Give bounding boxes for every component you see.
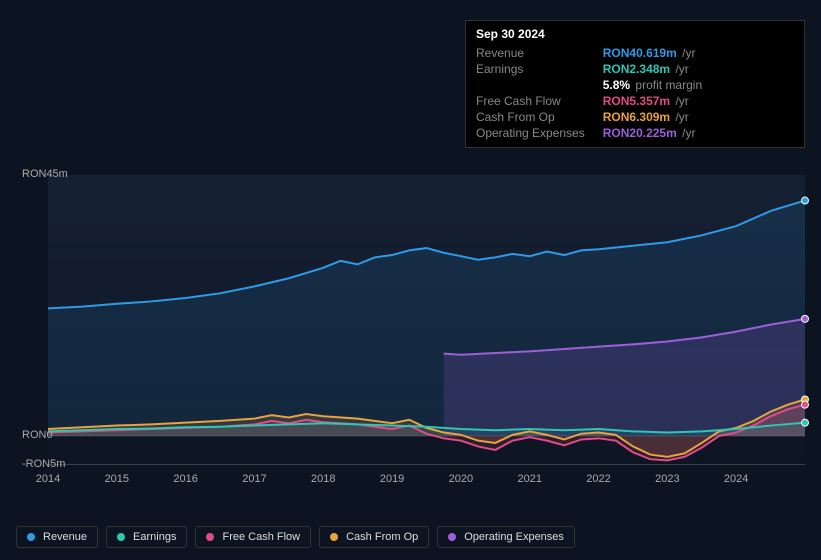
y-tick-label: RON45m xyxy=(22,168,68,180)
tooltip-row-label: Free Cash Flow xyxy=(476,93,603,109)
legend-swatch xyxy=(448,533,456,541)
tooltip-row-label xyxy=(476,77,603,93)
tooltip-table: RevenueRON40.619m /yrEarningsRON2.348m /… xyxy=(476,45,702,141)
tooltip-row-value: RON5.357m /yr xyxy=(603,93,702,109)
x-tick-label: 2014 xyxy=(33,473,63,485)
tooltip-row: Cash From OpRON6.309m /yr xyxy=(476,109,702,125)
tooltip-row-label: Earnings xyxy=(476,61,603,77)
x-tick-label: 2016 xyxy=(171,473,201,485)
x-tick-label: 2017 xyxy=(239,473,269,485)
tooltip-row: RevenueRON40.619m /yr xyxy=(476,45,702,61)
legend-swatch xyxy=(117,533,125,541)
x-tick-label: 2021 xyxy=(515,473,545,485)
series-end-dot xyxy=(802,315,809,322)
x-tick-label: 2020 xyxy=(446,473,476,485)
tooltip-row-value: 5.8% profit margin xyxy=(603,77,702,93)
tooltip-row-label: Operating Expenses xyxy=(476,125,603,141)
x-tick-label: 2015 xyxy=(102,473,132,485)
x-tick-label: 2024 xyxy=(721,473,751,485)
data-tooltip: Sep 30 2024 RevenueRON40.619m /yrEarning… xyxy=(465,20,805,148)
legend-item-operating-expenses[interactable]: Operating Expenses xyxy=(437,526,575,548)
tooltip-date: Sep 30 2024 xyxy=(476,27,794,41)
tooltip-row: Operating ExpensesRON20.225m /yr xyxy=(476,125,702,141)
tooltip-row-value: RON2.348m /yr xyxy=(603,61,702,77)
legend-label: Earnings xyxy=(133,531,176,543)
legend-item-revenue[interactable]: Revenue xyxy=(16,526,98,548)
tooltip-row: Free Cash FlowRON5.357m /yr xyxy=(476,93,702,109)
tooltip-row-label: Revenue xyxy=(476,45,603,61)
legend-label: Free Cash Flow xyxy=(222,531,300,543)
series-end-dot xyxy=(802,197,809,204)
x-tick-label: 2023 xyxy=(652,473,682,485)
tooltip-row-value: RON40.619m /yr xyxy=(603,45,702,61)
legend-label: Operating Expenses xyxy=(464,531,564,543)
legend: Revenue Earnings Free Cash Flow Cash From O… xyxy=(16,526,575,548)
tooltip-row: EarningsRON2.348m /yr xyxy=(476,61,702,77)
legend-item-free-cash-flow[interactable]: Free Cash Flow xyxy=(195,526,311,548)
legend-swatch xyxy=(330,533,338,541)
legend-label: Cash From Op xyxy=(346,531,418,543)
legend-label: Revenue xyxy=(43,531,87,543)
x-tick-label: 2022 xyxy=(584,473,614,485)
tooltip-row: 5.8% profit margin xyxy=(476,77,702,93)
legend-item-earnings[interactable]: Earnings xyxy=(106,526,187,548)
y-tick-label: RON0 xyxy=(22,429,53,441)
x-tick-label: 2018 xyxy=(308,473,338,485)
y-tick-label: -RON5m xyxy=(22,458,65,470)
tooltip-row-label: Cash From Op xyxy=(476,109,603,125)
tooltip-row-value: RON20.225m /yr xyxy=(603,125,702,141)
series-end-dot xyxy=(802,401,809,408)
legend-item-cash-from-op[interactable]: Cash From Op xyxy=(319,526,429,548)
legend-swatch xyxy=(206,533,214,541)
x-tick-label: 2019 xyxy=(377,473,407,485)
tooltip-row-value: RON6.309m /yr xyxy=(603,109,702,125)
series-end-dot xyxy=(802,419,809,426)
financials-chart: RON45m RON0 -RON5m 2014 2015 2016 2017 2018 201… xyxy=(16,160,805,540)
chart-svg xyxy=(16,160,805,467)
legend-swatch xyxy=(27,533,35,541)
